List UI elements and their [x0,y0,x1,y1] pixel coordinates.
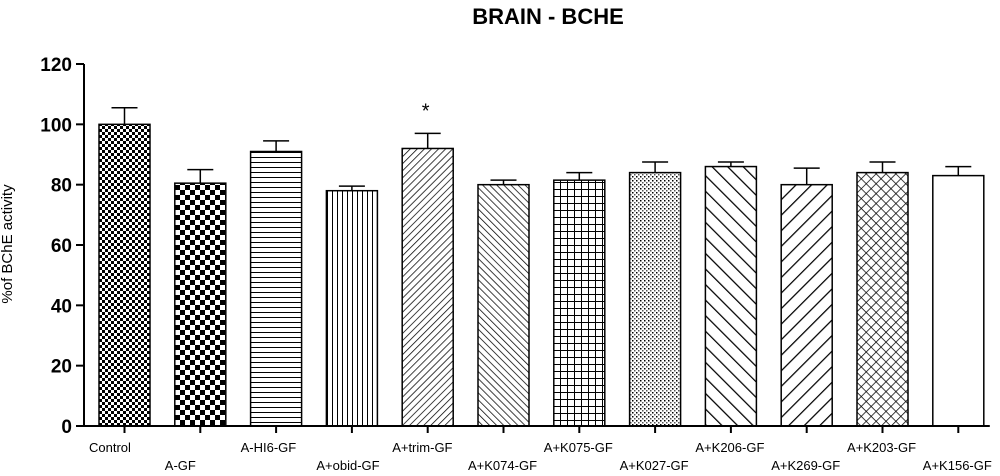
bar [401,147,454,427]
bar [249,150,303,427]
x-tick-label: A+K074-GF [468,458,537,473]
y-tick-label: 60 [51,236,72,257]
bar [704,165,758,427]
bar [780,183,833,427]
y-tick-label: 40 [51,296,72,317]
y-tick-label: 120 [40,55,72,76]
bar [856,171,909,427]
x-tick-label: A+K269-GF [771,458,840,473]
x-tick-label: A+K075-GF [544,440,613,455]
y-tick-label: 0 [61,417,72,438]
x-tick-label: A+obid-GF [316,458,379,473]
y-tick-label: 100 [40,115,72,136]
significance-marker: * [422,100,430,122]
y-tick-label: 20 [51,357,72,378]
bar [325,189,379,427]
bar [477,183,530,427]
y-axis-label: %of BChE activity [0,184,16,304]
bar [932,174,985,427]
x-tick-label: Control [89,440,131,455]
bar [174,182,227,427]
x-tick-label: A+K027-GF [620,458,689,473]
x-tick-label: A-GF [165,458,196,473]
bar [98,123,151,427]
bars: * [98,100,985,427]
x-tick-label: A+K206-GF [695,440,764,455]
x-tick-label: A+K156-GF [923,458,992,473]
y-axis: 0 20 40 60 80 100 120 [40,55,85,438]
y-tick-label: 80 [51,176,72,197]
bar [628,171,682,427]
x-tick-label: A+K203-GF [847,440,916,455]
x-tick-label: A-HI6-GF [241,440,297,455]
x-axis: Control A-GF A-HI6-GF A+obid-GF A+trim-GF A+K… [84,425,992,473]
x-tick-label: A+trim-GF [392,440,452,455]
bar [553,179,606,427]
chart-title: BRAIN - BCHE [472,4,624,29]
